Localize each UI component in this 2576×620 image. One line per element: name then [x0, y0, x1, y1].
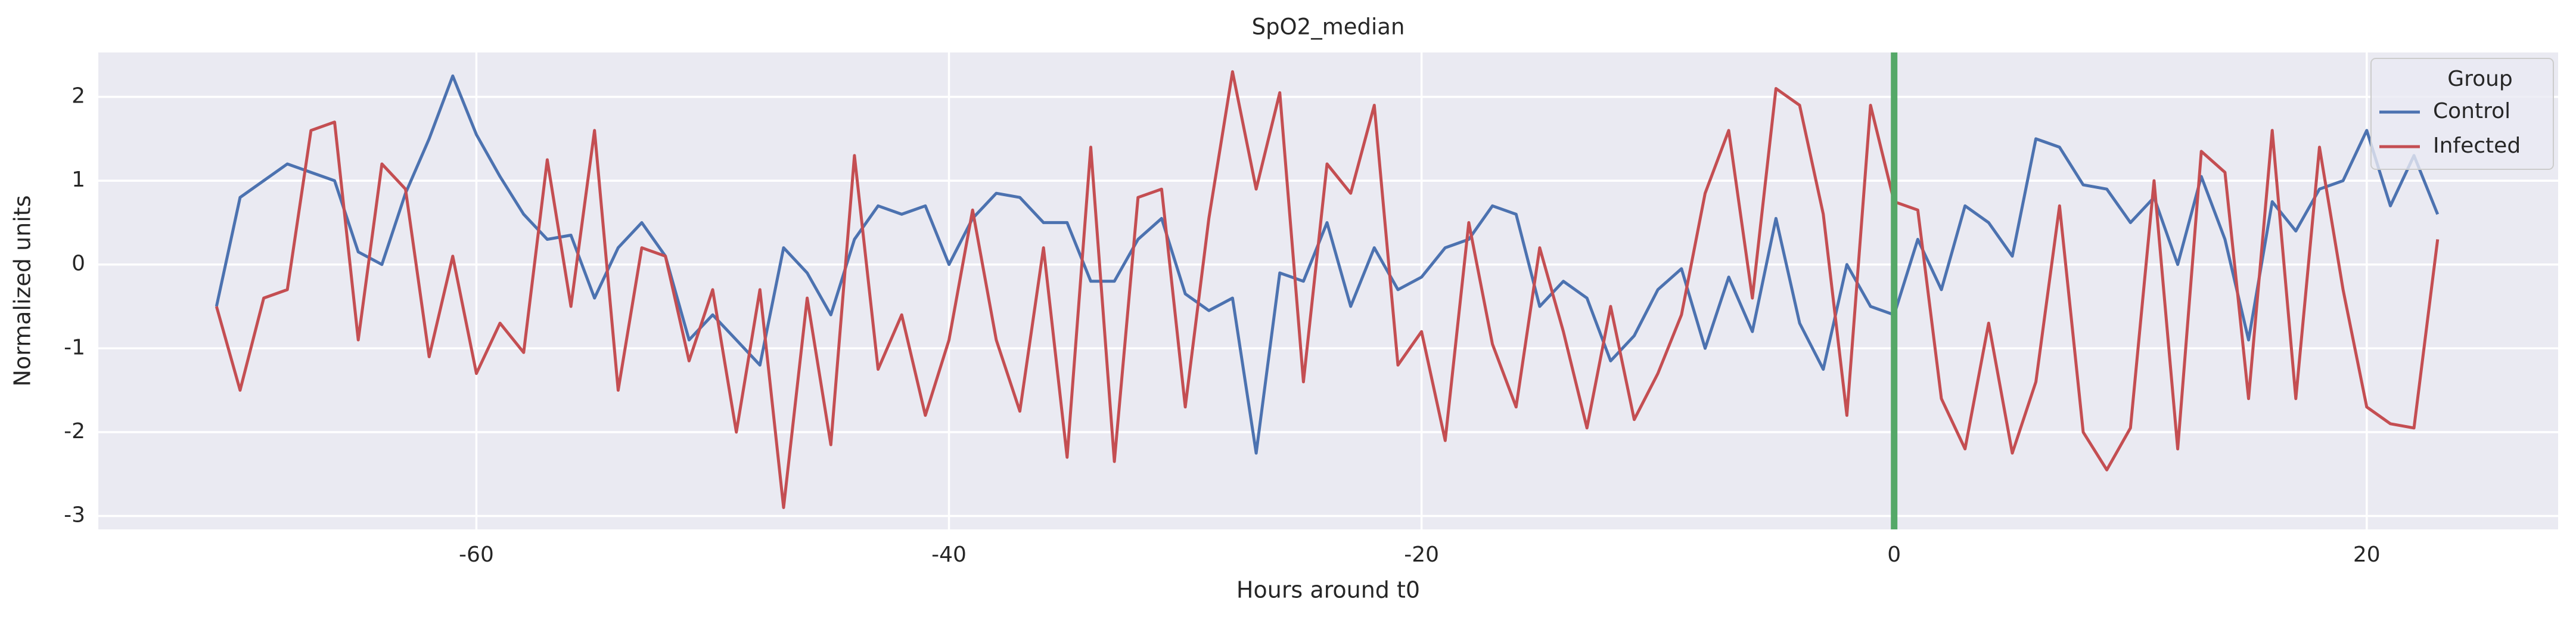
- x-tick-label: -20: [1404, 542, 1439, 567]
- legend: Group Control Infected: [2370, 58, 2554, 170]
- legend-title: Group: [2447, 67, 2513, 91]
- x-tick-label: 0: [1887, 542, 1901, 567]
- y-tick-label: 1: [72, 168, 85, 192]
- chart-title: SpO2_median: [1252, 14, 1405, 40]
- y-tick-label: -1: [64, 335, 85, 359]
- legend-label: Infected: [2433, 134, 2521, 158]
- y-tick-label: 0: [72, 252, 85, 276]
- data-line: [215, 74, 2440, 455]
- marks: [215, 52, 2440, 529]
- plot-background: [98, 52, 2558, 529]
- data-line: [215, 70, 2440, 509]
- x-axis-label: Hours around t0: [1236, 577, 1420, 603]
- y-axis-label: Normalized units: [10, 196, 36, 387]
- y-tick-label: -3: [64, 503, 85, 528]
- y-tick-label: -2: [64, 419, 85, 444]
- y-tick-label: 2: [72, 84, 85, 108]
- x-tick-label: -60: [459, 542, 494, 567]
- x-tick-label: -40: [931, 542, 967, 567]
- x-tick-label: 20: [2353, 542, 2381, 567]
- legend-box: [2370, 58, 2554, 170]
- legend-label: Control: [2433, 99, 2510, 123]
